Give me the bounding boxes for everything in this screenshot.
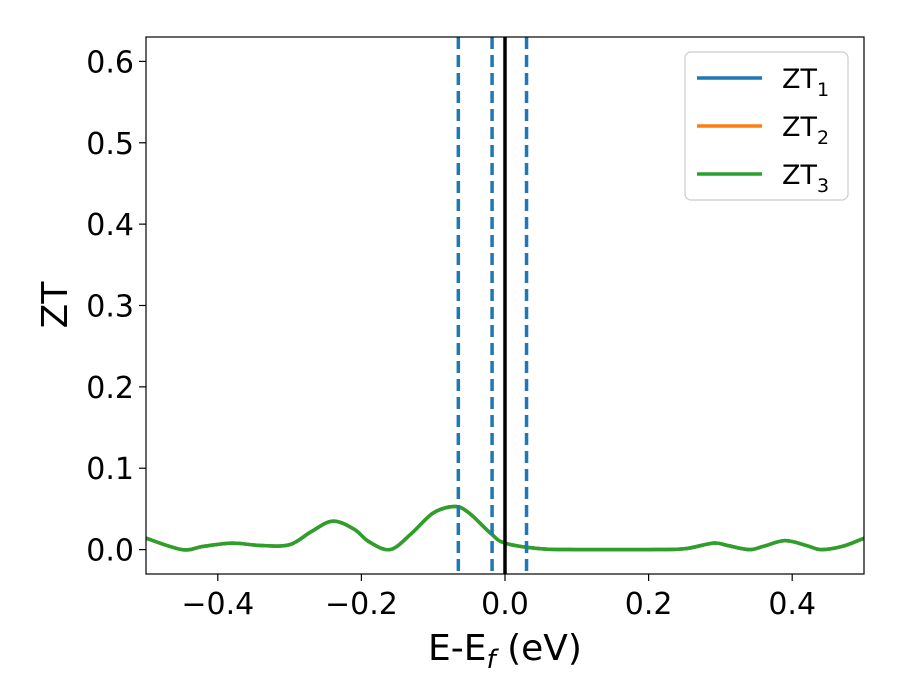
y-axis: 0.0 0.1 0.2 0.3 0.4 0.5 0.6 <box>86 45 146 569</box>
x-tick-label: 0.2 <box>625 587 673 622</box>
y-tick-label: 0.5 <box>86 127 134 162</box>
y-tick-label: 0.3 <box>86 290 134 325</box>
y-tick-label: 0.6 <box>86 45 134 80</box>
plot-area <box>146 37 864 574</box>
x-tick-label: 0.4 <box>768 587 816 622</box>
legend: ZT1 ZT2 ZT3 <box>684 51 849 201</box>
x-axis: −0.4 −0.2 0.0 0.2 0.4 <box>181 574 816 622</box>
legend-label-zt2: ZT2 <box>782 112 829 149</box>
x-tick-label: 0.0 <box>481 587 529 622</box>
y-axis-label: ZT <box>35 281 76 329</box>
x-tick-label: −0.4 <box>181 587 254 622</box>
y-tick-label: 0.0 <box>86 534 134 569</box>
y-tick-label: 0.4 <box>86 208 134 243</box>
y-tick-label: 0.1 <box>86 452 134 487</box>
legend-box <box>684 51 849 201</box>
x-axis-label: E-Ef (eV) <box>428 628 582 675</box>
x-tick-label: −0.2 <box>325 587 398 622</box>
y-tick-label: 0.2 <box>86 371 134 406</box>
legend-label-zt3: ZT3 <box>782 160 829 197</box>
legend-label-zt1: ZT1 <box>782 64 829 101</box>
